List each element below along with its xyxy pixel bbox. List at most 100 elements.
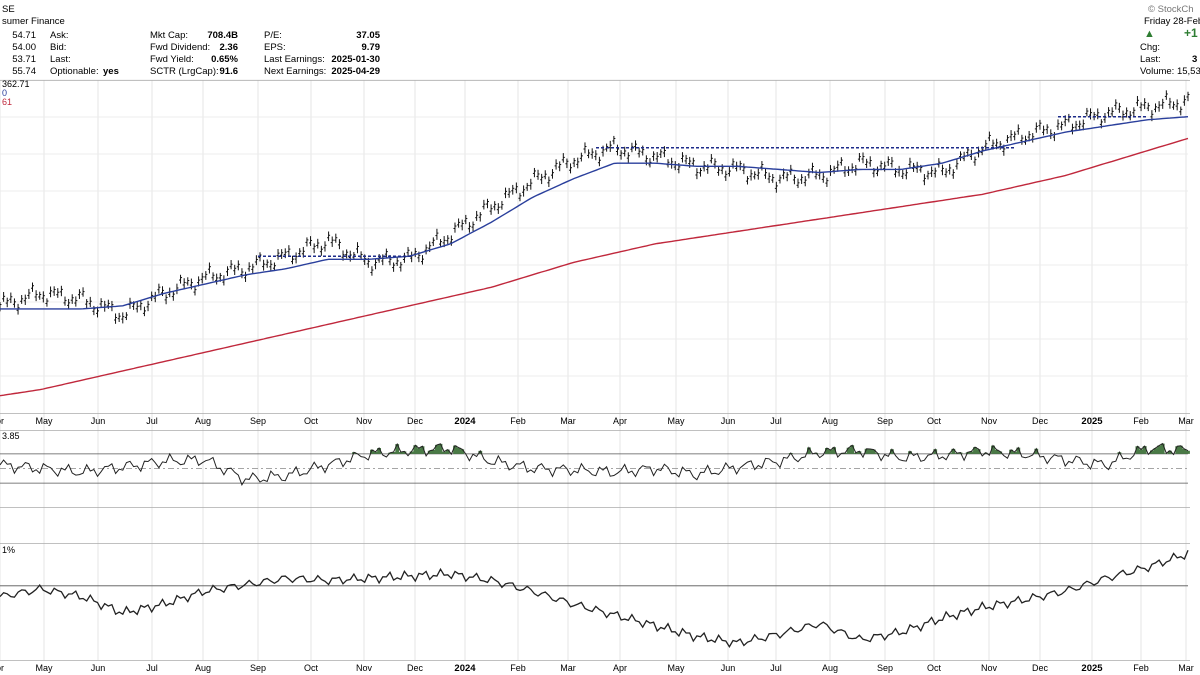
optionable-label: Optionable: — [50, 66, 99, 77]
last-earnings-label: Last Earnings: — [264, 54, 325, 65]
x-tick-label: Jul — [770, 416, 782, 426]
x-tick-label: Aug — [195, 663, 211, 673]
x-tick-label: Sep — [250, 663, 266, 673]
legend-ma-fast: 0 — [2, 88, 7, 98]
ticker-symbol: SE — [2, 4, 15, 15]
x-axis-price: or May Jun Jul Aug Sep Oct Nov Dec 2024 Feb Mar Apr M… — [0, 416, 1194, 427]
x-tick-label: Mar — [1178, 416, 1194, 426]
x-tick-label: Mar — [560, 663, 576, 673]
price-open: 54.71 — [12, 30, 36, 41]
x-tick-label: Jul — [770, 663, 782, 673]
price-low: 53.71 — [12, 54, 36, 65]
x-tick-label: Nov — [356, 663, 373, 673]
watermark: © StockCh — [1148, 4, 1194, 15]
x-tick-label: Oct — [927, 416, 942, 426]
moving-average-slow — [0, 137, 1189, 397]
x-tick-label: Sep — [877, 663, 893, 673]
x-tick-label: or — [0, 663, 4, 673]
eps-value: 9.79 — [361, 42, 381, 53]
date-text: Friday 28-Feb — [1144, 16, 1200, 27]
x-tick-label: Nov — [981, 416, 998, 426]
x-tick-label: 2025 — [1081, 416, 1103, 427]
x-tick-label: Nov — [356, 416, 373, 426]
next-earnings-label: Next Earnings: — [264, 66, 327, 77]
legend-rsi: 3.85 — [2, 431, 20, 441]
price-panel-bottom-border — [0, 413, 1190, 414]
x-tick-label: 2024 — [454, 416, 476, 427]
up-arrow-icon: ▲ — [1144, 28, 1155, 40]
fwd-yield-value: 0.65% — [211, 54, 238, 65]
x-tick-label: or — [0, 416, 4, 426]
x-tick-label: Feb — [510, 663, 526, 673]
x-tick-label: Dec — [407, 663, 424, 673]
mktcap-value: 708.4B — [207, 30, 238, 41]
company-name: sumer Finance — [2, 16, 65, 27]
rel-panel-bottom-border — [0, 660, 1190, 661]
x-tick-label: 2025 — [1081, 663, 1103, 674]
x-axis-bottom: or May Jun Jul Aug Sep Oct Nov Dec 2024 Feb Mar Apr M… — [0, 663, 1194, 674]
x-tick-label: Nov — [981, 663, 998, 673]
chg-label: Chg: — [1140, 42, 1161, 53]
next-earnings-value: 2025-04-29 — [331, 66, 380, 77]
relative-strength-line — [0, 549, 1189, 648]
x-tick-label: Feb — [1133, 416, 1149, 426]
chart-grid — [0, 79, 1188, 660]
rsi-overbought-fill — [352, 443, 1190, 454]
rel-panel-top-border — [0, 543, 1190, 544]
x-tick-label: Apr — [613, 416, 627, 426]
legend-relative: 1% — [2, 545, 15, 555]
price-panel-top-border — [0, 80, 1190, 81]
x-tick-label: Oct — [927, 663, 942, 673]
fwd-div-value: 2.36 — [219, 42, 239, 53]
rsi-layer — [0, 442, 1190, 486]
x-tick-label: Aug — [822, 416, 838, 426]
x-tick-label: Sep — [250, 416, 266, 426]
x-tick-label: Apr — [613, 663, 627, 673]
last-label: Last: — [50, 54, 71, 65]
x-tick-label: Oct — [304, 416, 319, 426]
x-tick-label: Aug — [822, 663, 838, 673]
pe-value: 37.05 — [356, 30, 380, 41]
legend-price: 362.71 — [2, 79, 30, 89]
right-last-value: 3 — [1192, 54, 1198, 65]
volume-label: Volume: 15,53 — [1140, 66, 1200, 77]
x-tick-label: Dec — [1032, 663, 1049, 673]
x-tick-label: Sep — [877, 416, 893, 426]
sctr-label: SCTR (LrgCap): — [150, 66, 219, 77]
sctr-value: 91.6 — [219, 66, 239, 77]
x-tick-label: Feb — [1133, 663, 1149, 673]
x-tick-label: May — [35, 416, 53, 426]
legend-ma-slow: 61 — [2, 97, 12, 107]
x-tick-label: May — [667, 663, 685, 673]
x-tick-label: Jul — [146, 663, 158, 673]
ask-label: Ask: — [50, 30, 69, 41]
fwd-yield-label: Fwd Yield: — [150, 54, 194, 65]
last-earnings-value: 2025-01-30 — [331, 54, 380, 65]
x-tick-label: Mar — [560, 416, 576, 426]
optionable-value: yes — [103, 66, 119, 77]
eps-label: EPS: — [264, 42, 286, 53]
bid-label: Bid: — [50, 42, 67, 53]
x-tick-label: Mar — [1178, 663, 1194, 673]
fwd-div-label: Fwd Dividend: — [150, 42, 211, 53]
x-tick-label: Jul — [146, 416, 158, 426]
price-close: 55.74 — [12, 66, 36, 77]
mktcap-label: Mkt Cap: — [150, 30, 189, 41]
price-high: 54.00 — [12, 42, 36, 53]
price-layer — [0, 90, 1190, 397]
x-tick-label: Dec — [407, 416, 424, 426]
relative-strength-layer — [0, 549, 1189, 648]
x-tick-label: Oct — [304, 663, 319, 673]
x-tick-label: May — [35, 663, 53, 673]
x-tick-label: Jun — [721, 663, 736, 673]
rsi-panel-bottom-border — [0, 507, 1190, 508]
x-tick-label: Dec — [1032, 416, 1049, 426]
x-tick-label: 2024 — [454, 663, 476, 674]
x-tick-label: Aug — [195, 416, 211, 426]
change-value: +1 — [1184, 26, 1198, 40]
x-tick-label: Jun — [91, 663, 106, 673]
pe-label: P/E: — [264, 30, 282, 41]
x-tick-label: Jun — [91, 416, 106, 426]
rsi-line — [0, 442, 1189, 486]
